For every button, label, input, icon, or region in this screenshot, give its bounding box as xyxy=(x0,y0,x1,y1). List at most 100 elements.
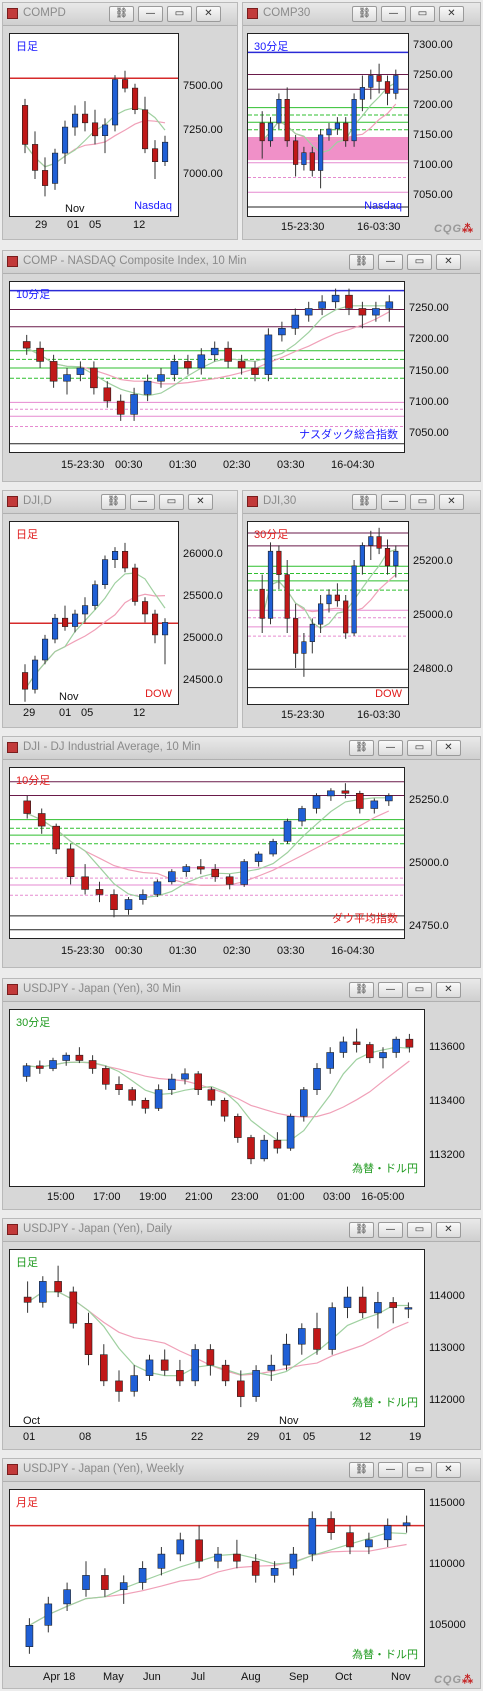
plot-area[interactable]: 30分足 Nasdaq xyxy=(247,33,409,217)
title-bar[interactable]: USDJPY - Japan (Yen), Daily ⛓ — ▭ ✕ xyxy=(3,1219,480,1242)
restore-button[interactable]: ▭ xyxy=(407,982,432,998)
x-tick-label: 15:00 xyxy=(47,1191,75,1203)
plot-area[interactable]: 30分足 DOW xyxy=(247,521,409,705)
chart-svg xyxy=(10,781,404,931)
y-tick-label: 24500.0 xyxy=(183,674,223,686)
close-button[interactable]: ✕ xyxy=(196,6,221,22)
window-title: COMP - NASDAQ Composite Index, 10 Min xyxy=(23,255,247,267)
candle-body xyxy=(139,894,147,900)
close-button[interactable]: ✕ xyxy=(436,740,461,756)
plot-area[interactable]: 月足 為替・ドル円 xyxy=(9,1489,425,1667)
minimize-button[interactable]: — xyxy=(381,494,406,510)
minimize-button[interactable]: — xyxy=(378,1222,403,1238)
plot-area[interactable]: 10分足 ダウ平均指数 xyxy=(9,767,405,939)
close-button[interactable]: ✕ xyxy=(188,494,213,510)
title-bar[interactable]: USDJPY - Japan (Yen), 30 Min ⛓ — ▭ ✕ xyxy=(3,979,480,1002)
link-icon[interactable]: ⛓ xyxy=(101,494,126,510)
minimize-button[interactable]: — xyxy=(378,1462,403,1478)
candle-body xyxy=(23,1296,32,1303)
candle-body xyxy=(110,894,118,910)
x-tick-label: 08 xyxy=(79,1431,92,1443)
restore-button[interactable]: ▭ xyxy=(410,494,435,510)
restore-button[interactable]: ▭ xyxy=(407,1462,432,1478)
plot-area[interactable]: 日足 Nasdaq xyxy=(9,33,179,217)
restore-button[interactable]: ▭ xyxy=(167,6,192,22)
moving-average-fast xyxy=(26,797,389,899)
moving-average-slow xyxy=(26,810,390,887)
close-button[interactable]: ✕ xyxy=(436,982,461,998)
minimize-button[interactable]: — xyxy=(378,740,403,756)
close-button[interactable]: ✕ xyxy=(436,1462,461,1478)
candle-body xyxy=(116,400,125,415)
candle-body xyxy=(297,1328,306,1345)
link-icon[interactable]: ⛓ xyxy=(352,494,377,510)
y-tick-label: 24750.0 xyxy=(409,920,449,932)
candle-body xyxy=(152,613,159,636)
x-axis: 15-23:30 00:30 01:30 02:30 03:30 16-04:3… xyxy=(9,459,405,477)
x-tick-label: 03:30 xyxy=(277,459,305,471)
minimize-button[interactable]: — xyxy=(381,6,406,22)
link-icon[interactable]: ⛓ xyxy=(349,254,374,270)
candle-body xyxy=(157,374,165,382)
link-icon[interactable]: ⛓ xyxy=(352,6,377,22)
candle-body xyxy=(22,105,29,145)
candle-body xyxy=(82,605,89,615)
restore-button[interactable]: ▭ xyxy=(407,254,432,270)
instrument-label: DOW xyxy=(375,688,402,700)
candle-body xyxy=(168,1078,176,1090)
title-bar[interactable]: COMP - NASDAQ Composite Index, 10 Min ⛓ … xyxy=(3,251,480,274)
minimize-button[interactable]: — xyxy=(130,494,155,510)
candle-body xyxy=(103,387,112,402)
title-bar[interactable]: DJI - DJ Industrial Average, 10 Min ⛓ — … xyxy=(3,737,480,760)
candle-body xyxy=(211,868,219,878)
candle-body xyxy=(343,600,349,634)
title-bar[interactable]: COMP30 ⛓ — ▭ ✕ xyxy=(243,3,480,26)
x-tick-label: 15-23:30 xyxy=(61,459,105,471)
restore-button[interactable]: ▭ xyxy=(407,1222,432,1238)
title-bar[interactable]: DJI,30 ⛓ — ▭ ✕ xyxy=(243,491,480,514)
restore-button[interactable]: ▭ xyxy=(159,494,184,510)
plot-area[interactable]: 30分足 為替・ドル円 xyxy=(9,1009,425,1187)
plot-area[interactable]: 日足 DOW xyxy=(9,521,179,705)
link-icon[interactable]: ⛓ xyxy=(349,1462,374,1478)
x-tick-label: 03:00 xyxy=(323,1191,351,1203)
candle-body xyxy=(75,1054,84,1061)
app-icon xyxy=(7,8,18,19)
highlight-band xyxy=(248,148,408,161)
close-button[interactable]: ✕ xyxy=(439,6,464,22)
x-tick-label: 16-05:00 xyxy=(361,1191,405,1203)
app-icon xyxy=(247,496,258,507)
x-tick-label: 29 xyxy=(35,219,48,231)
chart-window-dji-daily: DJI,D ⛓ — ▭ ✕ 日足 DOW 26000.0 25500.0 250… xyxy=(2,490,238,728)
close-button[interactable]: ✕ xyxy=(436,254,461,270)
x-tick-label: 16-04:30 xyxy=(331,945,375,957)
instrument-label: Nasdaq xyxy=(134,200,172,212)
minimize-button[interactable]: — xyxy=(378,254,403,270)
candle-body xyxy=(284,574,290,619)
x-month-label: Nov xyxy=(59,691,79,703)
link-icon[interactable]: ⛓ xyxy=(349,740,374,756)
link-icon[interactable]: ⛓ xyxy=(109,6,134,22)
x-tick-label: 12 xyxy=(133,707,146,719)
restore-button[interactable]: ▭ xyxy=(407,740,432,756)
restore-button[interactable]: ▭ xyxy=(410,6,435,22)
y-tick-label: 25000.0 xyxy=(413,609,453,621)
x-tick-label: 19:00 xyxy=(139,1191,167,1203)
title-bar[interactable]: USDJPY - Japan (Yen), Weekly ⛓ — ▭ ✕ xyxy=(3,1459,480,1482)
plot-area[interactable]: 10分足 ナスダック総合指数 xyxy=(9,281,405,453)
candle-body xyxy=(69,1291,78,1324)
candle-body xyxy=(334,122,340,130)
close-button[interactable]: ✕ xyxy=(436,1222,461,1238)
title-bar[interactable]: DJI,D ⛓ — ▭ ✕ xyxy=(3,491,237,514)
plot-area[interactable]: 日足 為替・ドル円 xyxy=(9,1249,425,1427)
candle-body xyxy=(138,1568,147,1583)
link-icon[interactable]: ⛓ xyxy=(349,1222,374,1238)
title-bar[interactable]: COMPD ⛓ — ▭ ✕ xyxy=(3,3,237,26)
x-axis: 15-23:30 16-03:30 xyxy=(247,709,409,727)
candle-body xyxy=(405,1038,414,1048)
candle-body xyxy=(326,128,332,136)
link-icon[interactable]: ⛓ xyxy=(349,982,374,998)
minimize-button[interactable]: — xyxy=(138,6,163,22)
close-button[interactable]: ✕ xyxy=(439,494,464,510)
minimize-button[interactable]: — xyxy=(378,982,403,998)
